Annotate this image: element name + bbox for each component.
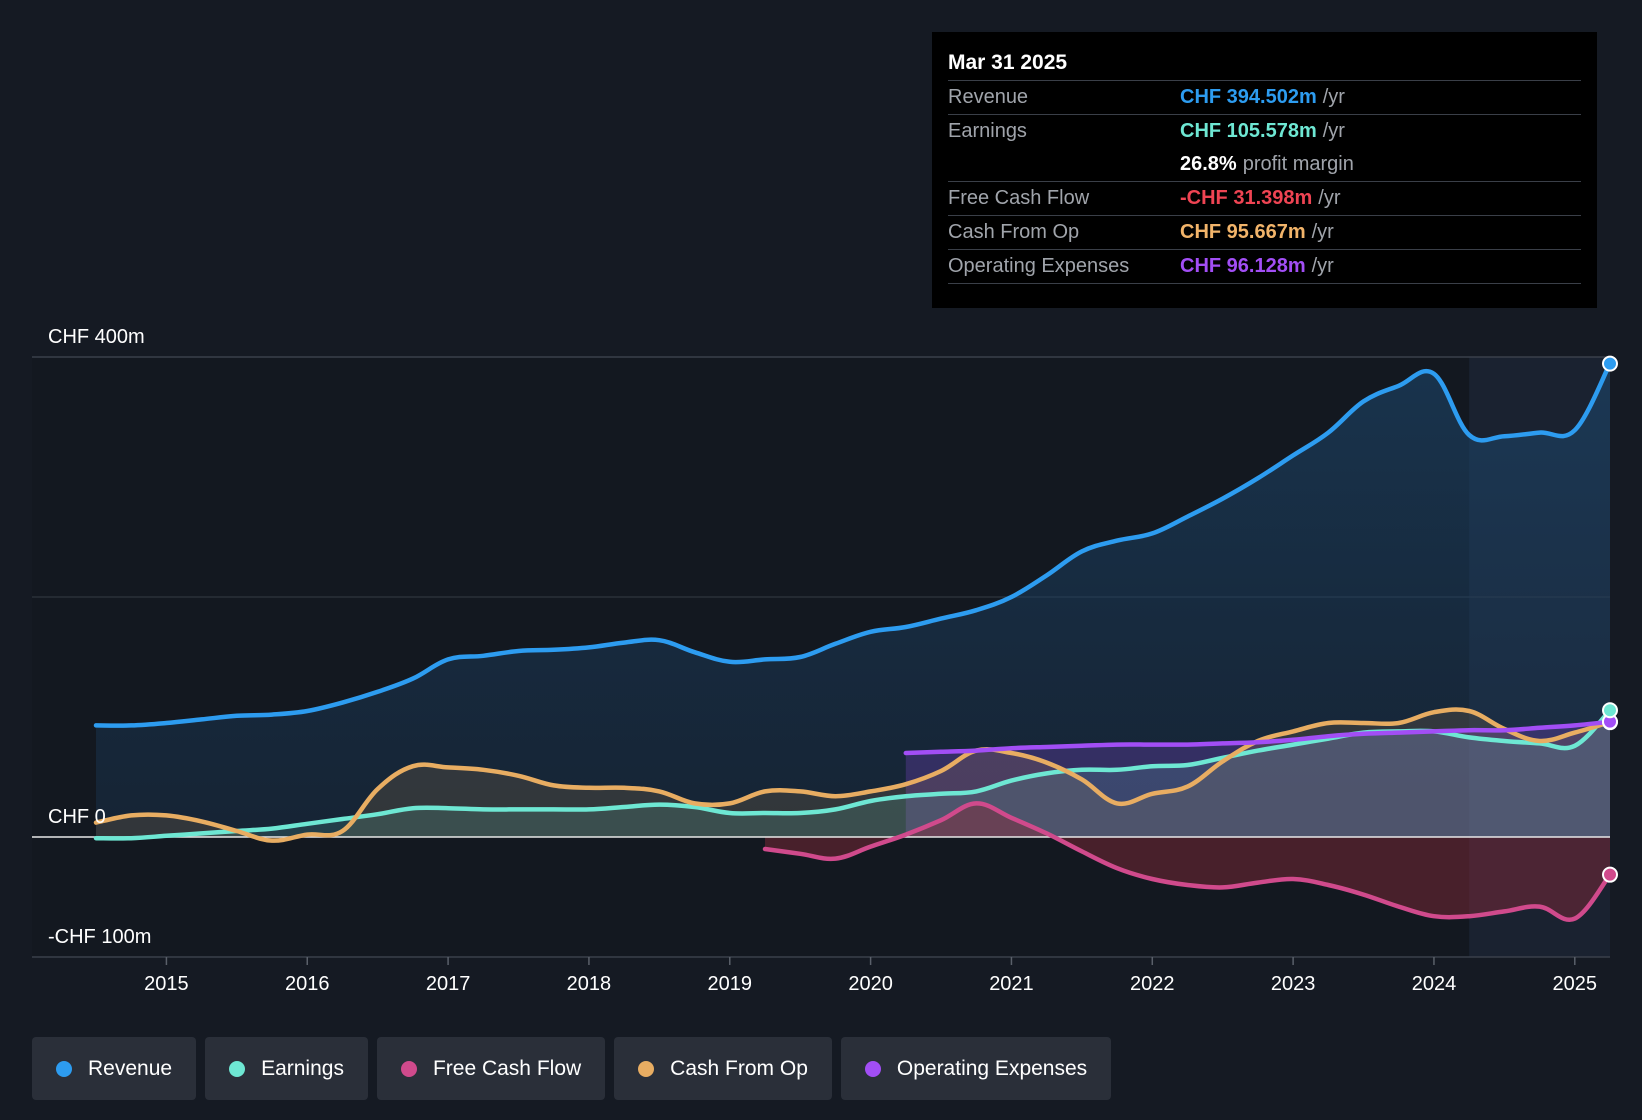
legend-dot-icon	[229, 1060, 246, 1077]
tooltip-row-opex: Operating Expenses CHF 96.128m /yr	[948, 250, 1581, 284]
x-tick-label: 2017	[426, 973, 471, 995]
tooltip-row-revenue: Revenue CHF 394.502m /yr	[948, 81, 1581, 115]
legend-item-earnings[interactable]: Earnings	[205, 1037, 368, 1100]
tooltip-value: -CHF 31.398m	[1180, 187, 1313, 209]
tooltip-unit: /yr	[1318, 187, 1341, 209]
legend-dot-icon	[638, 1060, 655, 1077]
tooltip-label: Operating Expenses	[948, 255, 1130, 277]
operating-expenses-area	[905, 721, 1610, 837]
tooltip-label: Revenue	[948, 86, 1029, 108]
tooltip-row-margin: 26.8% profit margin	[948, 148, 1581, 182]
revenue-area	[96, 363, 1610, 837]
earnings-end-point	[1602, 702, 1618, 719]
legend-label: Revenue	[88, 1056, 173, 1080]
legend-dot-icon	[864, 1060, 881, 1077]
tooltip-unit: /yr	[1322, 120, 1345, 142]
legend-label: Earnings	[261, 1056, 344, 1080]
legend-label: Cash From Op	[670, 1056, 808, 1080]
tooltip-row-fcf: Free Cash Flow -CHF 31.398m /yr	[948, 182, 1581, 216]
legend-item-free-cash-flow[interactable]: Free Cash Flow	[376, 1037, 606, 1100]
x-tick-label: 2021	[989, 973, 1034, 995]
tooltip-value: CHF 105.578m	[1180, 120, 1317, 142]
legend: Revenue Earnings Free Cash Flow Cash Fro…	[32, 1037, 1112, 1100]
x-tick-label: 2025	[1553, 973, 1598, 995]
revenue-end-point	[1602, 355, 1618, 372]
legend-dot-icon	[400, 1060, 417, 1077]
x-tick-label: 2015	[144, 973, 189, 995]
x-tick-label: 2022	[1130, 973, 1175, 995]
x-tick-label: 2023	[1271, 973, 1316, 995]
legend-dot-icon	[56, 1060, 72, 1077]
earnings-area	[96, 710, 1610, 839]
legend-item-operating-expenses[interactable]: Operating Expenses	[840, 1037, 1112, 1100]
y-tick-label: CHF 0	[48, 806, 106, 828]
tooltip-label	[948, 148, 1180, 181]
tooltip-value: 26.8%	[1180, 153, 1237, 175]
legend-label: Free Cash Flow	[432, 1056, 582, 1080]
tooltip-label: Free Cash Flow	[948, 187, 1090, 209]
tooltip-row-cfo: Cash From Op CHF 95.667m /yr	[948, 216, 1581, 250]
revenue-line	[93, 361, 1613, 728]
x-tick-label: 2019	[708, 973, 753, 995]
free-cash-flow-line	[762, 801, 1613, 923]
legend-item-revenue[interactable]: Revenue	[32, 1037, 197, 1100]
tooltip-value: CHF 95.667m	[1180, 221, 1306, 243]
y-tick-label: CHF 400m	[48, 326, 145, 348]
x-tick-label: 2018	[567, 973, 612, 995]
tooltip-value: CHF 96.128m	[1180, 255, 1306, 277]
operating-expenses-line	[903, 719, 1613, 756]
tooltip: Mar 31 2025 Revenue CHF 394.502m /yr Ear…	[932, 32, 1597, 308]
tooltip-date: Mar 31 2025	[948, 46, 1581, 81]
tooltip-label: Cash From Op	[948, 221, 1080, 243]
x-tick-label: 2020	[848, 973, 893, 995]
y-tick-label: -CHF 100m	[48, 926, 151, 948]
tooltip-unit: profit margin	[1242, 153, 1354, 175]
x-tick-label: 2024	[1412, 973, 1457, 995]
free-cash-flow-area	[765, 803, 1610, 920]
tooltip-label: Earnings	[948, 120, 1027, 142]
legend-item-cash-from-op[interactable]: Cash From Op	[614, 1037, 832, 1100]
tooltip-unit: /yr	[1311, 255, 1334, 277]
tooltip-row-earnings: Earnings CHF 105.578m /yr	[948, 115, 1581, 148]
cash-from-op-line	[93, 707, 1613, 843]
x-tick-label: 2016	[285, 973, 330, 995]
free-cash-flow-end-point	[1602, 866, 1618, 883]
legend-label: Operating Expenses	[896, 1056, 1088, 1080]
tooltip-value: CHF 394.502m	[1180, 86, 1317, 108]
tooltip-unit: /yr	[1311, 221, 1334, 243]
tooltip-unit: /yr	[1322, 86, 1345, 108]
